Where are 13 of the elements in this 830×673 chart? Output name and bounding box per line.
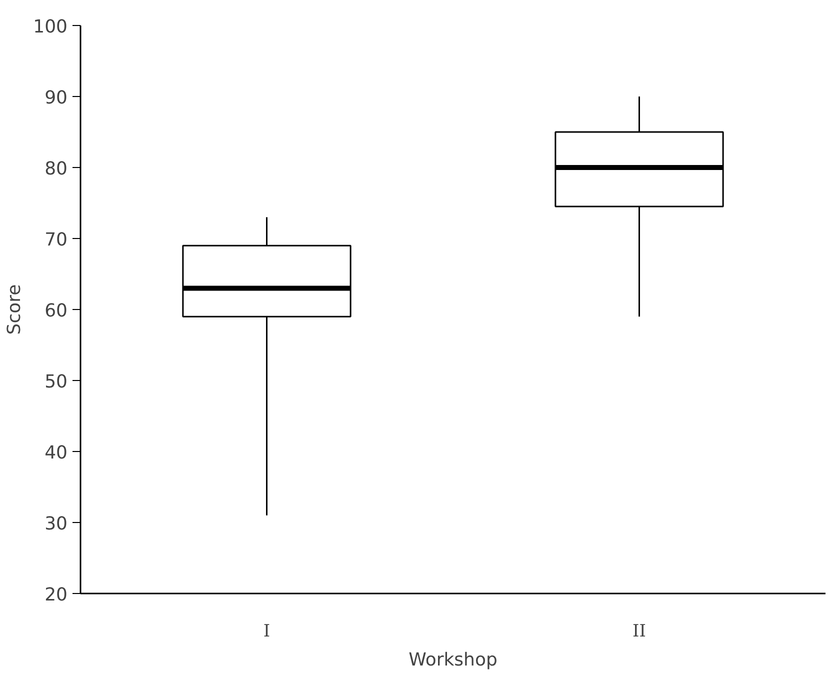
x-tick-label: I bbox=[263, 622, 270, 642]
y-tick-label: 30 bbox=[44, 514, 68, 534]
y-axis-title: Score bbox=[4, 284, 26, 335]
y-tick-label: 100 bbox=[33, 16, 68, 38]
y-tick-label: 60 bbox=[44, 300, 68, 322]
y-tick-label: 90 bbox=[44, 88, 68, 108]
x-tick-label: II bbox=[632, 622, 646, 642]
y-tick-label: 80 bbox=[44, 158, 68, 180]
y-tick-label: 70 bbox=[44, 230, 68, 250]
y-tick-label: 20 bbox=[44, 584, 68, 606]
x-axis-title: Workshop bbox=[408, 650, 498, 670]
y-tick-label: 50 bbox=[44, 372, 68, 392]
y-tick-label: 40 bbox=[44, 442, 68, 464]
